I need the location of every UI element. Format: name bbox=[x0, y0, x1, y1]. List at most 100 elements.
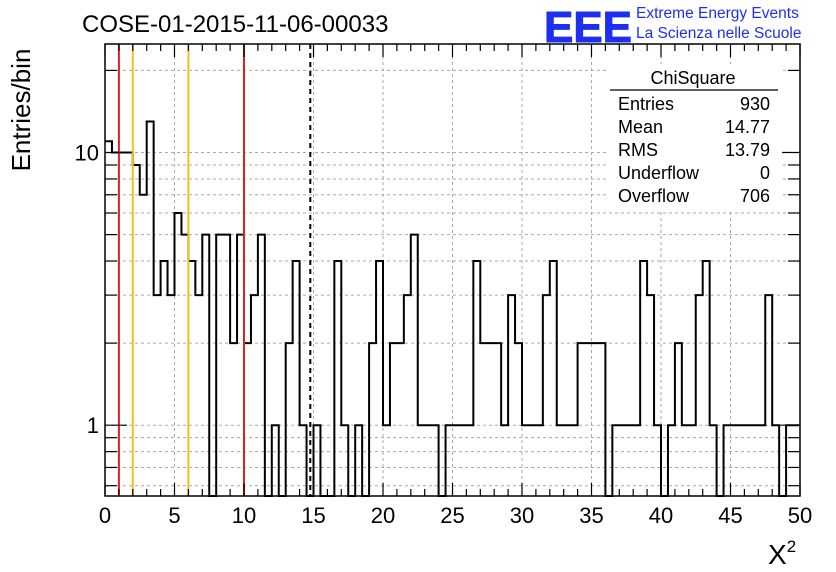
histogram-bin bbox=[237, 235, 244, 496]
histogram-bin bbox=[633, 425, 640, 496]
histogram-bin bbox=[432, 425, 439, 496]
histogram-bin bbox=[453, 425, 460, 496]
grid bbox=[105, 44, 800, 496]
eee-logo: EEE Extreme Energy Events La Scienza nel… bbox=[544, 3, 802, 53]
stats-row-value: 706 bbox=[740, 186, 770, 206]
histogram-bin bbox=[515, 343, 522, 496]
histogram-bin bbox=[202, 235, 209, 496]
x-tick-label: 45 bbox=[718, 503, 742, 528]
histogram-bin bbox=[397, 343, 404, 496]
histogram-bin bbox=[536, 425, 543, 496]
x-tick-label: 50 bbox=[788, 503, 812, 528]
histogram-bin bbox=[557, 425, 564, 496]
histogram-bin bbox=[598, 343, 605, 496]
histogram-bin bbox=[383, 425, 390, 496]
histogram-bin bbox=[480, 343, 487, 496]
histogram-bin bbox=[376, 261, 383, 496]
x-tick-label: 5 bbox=[168, 503, 180, 528]
histogram-bin bbox=[494, 343, 501, 496]
histogram-bin bbox=[272, 425, 279, 496]
histogram-bin bbox=[675, 343, 682, 496]
histogram-bin bbox=[522, 425, 529, 496]
x-tick-label: 40 bbox=[649, 503, 673, 528]
x-tick-label: 15 bbox=[301, 503, 325, 528]
histogram-bin bbox=[585, 343, 592, 496]
y-tick-label: 1 bbox=[87, 413, 99, 438]
histogram-bin bbox=[140, 195, 147, 496]
x-tick-label: 25 bbox=[440, 503, 464, 528]
histogram-bin bbox=[175, 213, 182, 496]
histogram-bin bbox=[696, 295, 703, 496]
marker-lines bbox=[117, 44, 312, 496]
histogram-bin bbox=[181, 235, 188, 496]
histogram-bin bbox=[765, 295, 772, 496]
histogram-bin bbox=[487, 343, 494, 496]
stats-row-value: 0 bbox=[760, 163, 770, 183]
histogram-bin bbox=[334, 261, 341, 496]
histogram-bin bbox=[626, 425, 633, 496]
stats-box: ChiSquare Entries 930 Mean 14.77 RMS 13.79 Und… bbox=[606, 64, 782, 212]
histogram-bin bbox=[592, 343, 599, 496]
histogram-bin bbox=[724, 425, 731, 496]
histogram-bin bbox=[543, 295, 550, 496]
histogram-bin bbox=[244, 343, 251, 496]
stats-row-value: 14.77 bbox=[725, 117, 770, 137]
histogram-bin bbox=[529, 425, 536, 496]
histogram-bin bbox=[466, 425, 473, 496]
histogram-bin bbox=[640, 261, 647, 496]
chart-title: COSE-01-2015-11-06-00033 bbox=[82, 11, 388, 38]
histogram-bin bbox=[758, 425, 765, 496]
histogram-bin bbox=[425, 425, 432, 496]
axes bbox=[104, 43, 801, 497]
histogram-bin bbox=[168, 295, 175, 496]
stats-row-label: RMS bbox=[618, 140, 658, 160]
stats-row-value: 930 bbox=[740, 94, 770, 114]
histogram-bin bbox=[710, 425, 717, 496]
histogram-bin bbox=[258, 235, 265, 496]
stats-row-label: Underflow bbox=[618, 163, 700, 183]
histogram-bin bbox=[459, 425, 466, 496]
histogram-bin bbox=[508, 295, 515, 496]
histogram-bin bbox=[411, 235, 418, 496]
histogram-bin bbox=[751, 425, 758, 496]
histogram-bin bbox=[154, 295, 161, 496]
x-tick-label: 20 bbox=[371, 503, 395, 528]
histogram-bin bbox=[668, 425, 675, 496]
stats-row-label: Entries bbox=[618, 94, 674, 114]
histogram-bin bbox=[293, 261, 300, 496]
histogram-bin bbox=[188, 261, 195, 496]
histogram-bin bbox=[446, 425, 453, 496]
histogram-bin bbox=[473, 261, 480, 496]
histogram-bin bbox=[216, 235, 223, 496]
tick-labels: 0 5 10 15 20 25 30 35 40 45 50 1 10 bbox=[75, 141, 813, 528]
histogram-bin bbox=[223, 235, 230, 496]
stats-row-label: Mean bbox=[618, 117, 663, 137]
stats-row-label: Overflow bbox=[618, 186, 690, 206]
branding-line1: Extreme Energy Events bbox=[636, 5, 799, 22]
x-axis-label: X2 bbox=[768, 537, 796, 570]
histogram-bin bbox=[731, 425, 738, 496]
y-tick-label: 10 bbox=[75, 141, 99, 166]
x-axis-label-superscript: 2 bbox=[787, 537, 796, 556]
x-axis-label-base: X bbox=[768, 539, 787, 570]
histogram-bin bbox=[195, 295, 202, 496]
histogram-bin bbox=[654, 425, 661, 496]
histogram-bin bbox=[161, 261, 168, 496]
histogram-bin bbox=[369, 343, 376, 496]
histogram-bin bbox=[737, 425, 744, 496]
y-axis-label: Entries/bin bbox=[6, 49, 36, 172]
histogram-bin bbox=[112, 153, 119, 496]
histogram-bin bbox=[341, 425, 348, 496]
stats-row-value: 13.79 bbox=[725, 140, 770, 160]
stats-box-title: ChiSquare bbox=[650, 68, 735, 88]
histogram-bin bbox=[126, 153, 133, 496]
histogram-bin bbox=[689, 425, 696, 496]
histogram-bin bbox=[619, 425, 626, 496]
histogram-bin bbox=[703, 261, 710, 496]
histogram-bin bbox=[578, 343, 585, 496]
histogram-bin bbox=[612, 425, 619, 496]
branding-line2: La Scienza nelle Scuole bbox=[636, 25, 801, 42]
histogram-bin bbox=[501, 425, 508, 496]
x-tick-label: 0 bbox=[99, 503, 111, 528]
